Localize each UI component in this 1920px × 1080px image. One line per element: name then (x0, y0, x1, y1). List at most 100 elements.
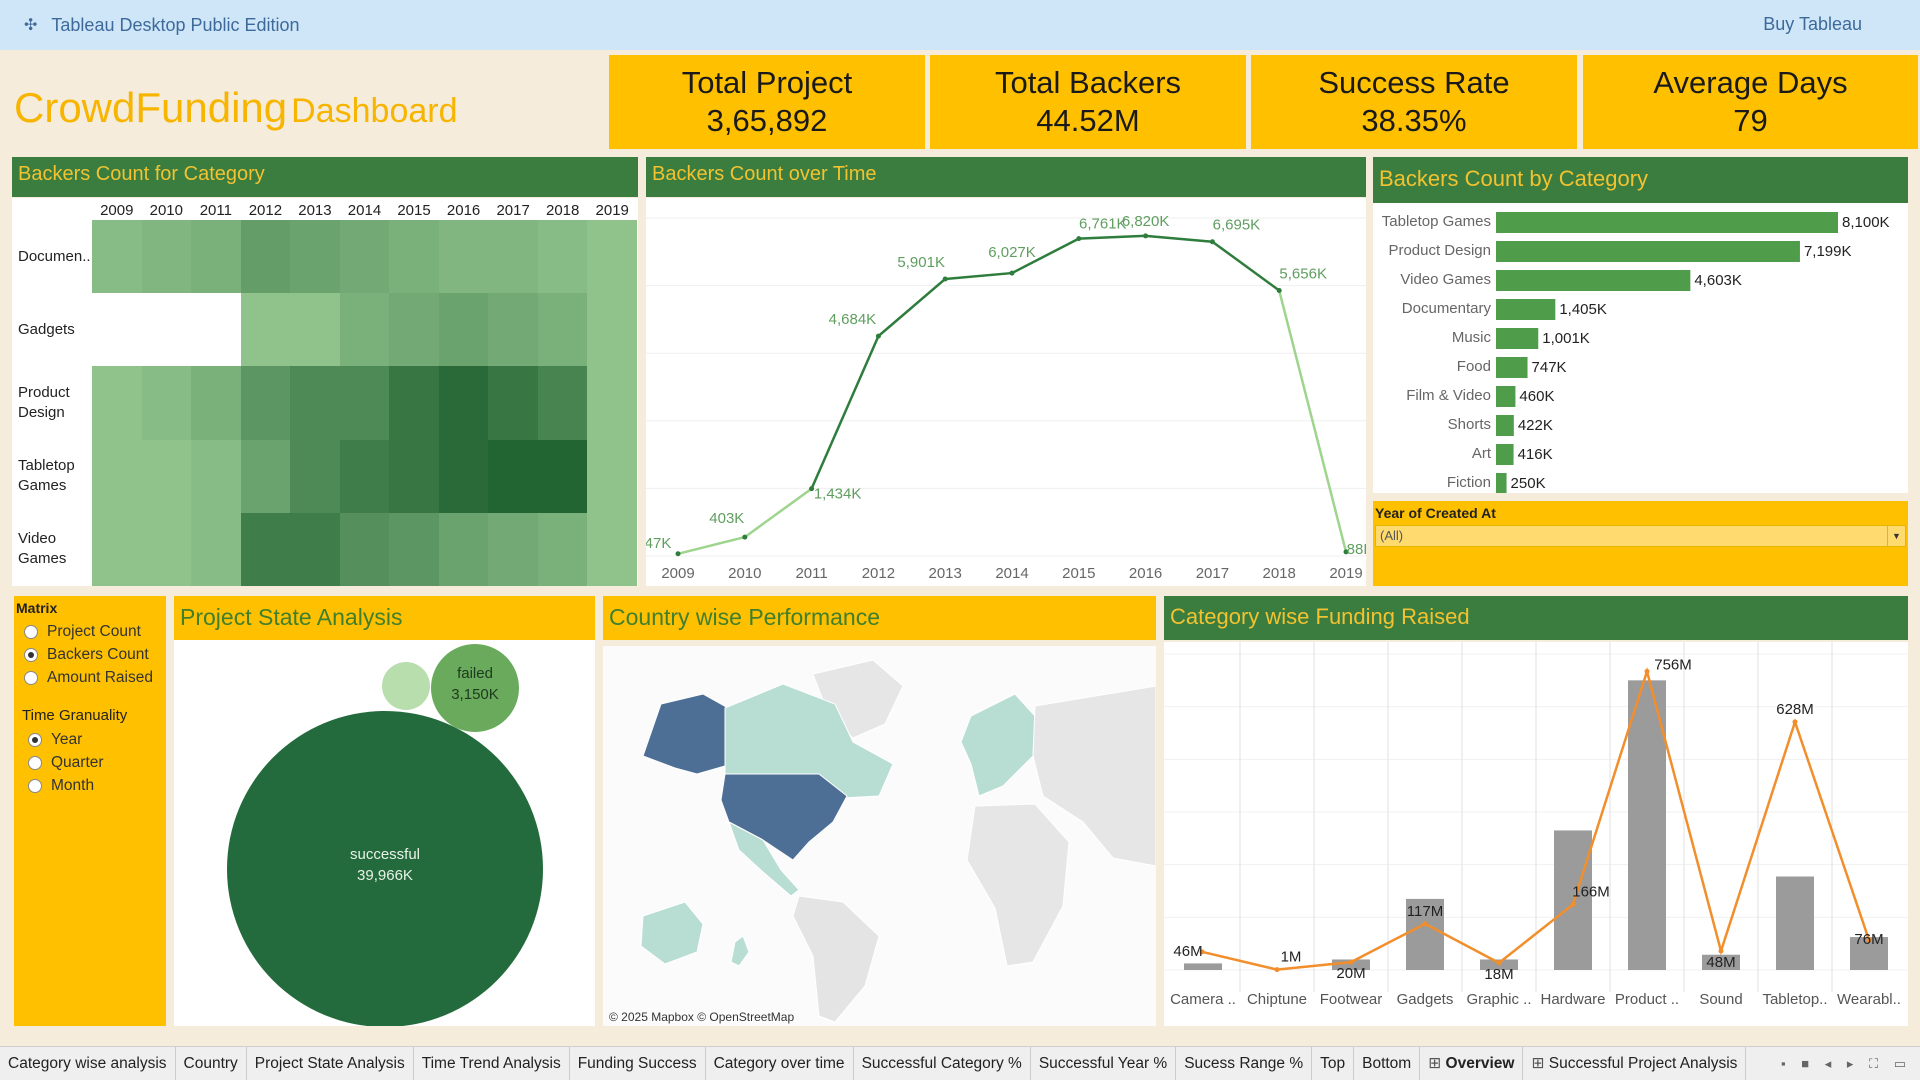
heatmap-cell (438, 293, 489, 367)
heatmap-cell (191, 366, 242, 441)
funding-x-tick: Hardware (1540, 991, 1605, 1008)
map-region-europe (960, 693, 1036, 797)
line-chart-point (742, 534, 748, 540)
sheet-tab-label: Funding Success (577, 1054, 697, 1072)
sheet-tab[interactable]: Bottom (1354, 1046, 1421, 1080)
heatmap-cell (339, 366, 390, 441)
sheet-tab[interactable]: Category over time (706, 1046, 854, 1080)
matrix-panel: Matrix Project Count Backers Count Amount … (14, 596, 166, 1026)
matrix-option[interactable]: Project Count (24, 620, 164, 643)
line-chart-point (675, 551, 681, 557)
heatmap-cell (438, 439, 489, 514)
line-chart-x-tick: 2011 (795, 565, 827, 582)
funding-x-tick: Graphic .. (1466, 991, 1531, 1008)
project-state-panel[interactable]: successful 39,966K failed 3,150K (174, 640, 595, 1027)
sheet-tab[interactable]: Top (1312, 1046, 1355, 1080)
sheet-tab[interactable]: Successful Year % (1031, 1046, 1177, 1080)
bar-chart-value-label: 1,001K (1542, 330, 1590, 347)
map-region-mexico (728, 820, 800, 897)
kpi-label: Total Project (681, 65, 853, 100)
year-filter-label: Year of Created At (1375, 505, 1496, 521)
sheet-tab[interactable]: Successful Category % (854, 1046, 1031, 1080)
granularity-option[interactable]: Year (28, 728, 164, 751)
bar-chart-value-label: 1,405K (1559, 301, 1607, 318)
heatmap-row-label: Documen.. (18, 247, 91, 265)
heatmap-cell (488, 293, 539, 367)
line-chart-point (1009, 270, 1015, 276)
heatmap-cell (240, 293, 291, 367)
sheet-tab[interactable]: Project State Analysis (247, 1046, 414, 1080)
sheet-tab[interactable]: Category wise analysis (0, 1046, 176, 1080)
granularity-option[interactable]: Month (28, 774, 164, 797)
matrix-option[interactable]: Amount Raised (24, 666, 164, 689)
funding-x-tick: Wearabl.. (1837, 991, 1901, 1008)
heatmap-year-axis: 2009 2010 2011 2012 2013 2014 2015 2016 2017 2018… (92, 202, 637, 222)
funding-x-tick: Tabletop.. (1762, 991, 1827, 1008)
buy-tableau-link[interactable]: Buy Tableau (1763, 14, 1862, 34)
funding-bar (1554, 830, 1592, 970)
sheet-tab-label: Sucess Range % (1184, 1054, 1304, 1072)
line-chart-point (942, 276, 948, 282)
heatmap-cell (339, 220, 390, 294)
sheet-tab[interactable]: Time Trend Analysis (414, 1046, 570, 1080)
matrix-option[interactable]: Backers Count (24, 643, 164, 666)
dashboard-title-sub: Dashboard (291, 92, 458, 130)
radio-button-icon[interactable] (24, 647, 38, 662)
dashboard-title: CrowdFunding Dashboard (14, 84, 458, 132)
funding-line-point (1644, 668, 1650, 674)
heatmap-cell (191, 512, 242, 587)
bar-chart-category-label: Art (1472, 445, 1492, 462)
heatmap-cell (488, 439, 539, 514)
radio-button-icon[interactable] (24, 624, 38, 639)
bar-chart-category-label: Food (1457, 358, 1491, 375)
radio-button-icon[interactable] (28, 732, 42, 747)
sheet-tab[interactable]: Funding Success (570, 1046, 706, 1080)
radio-button-icon[interactable] (28, 778, 42, 793)
matrix-options: Project Count Backers Count Amount Raised (16, 620, 164, 689)
kpi-value: 3,65,892 (706, 103, 828, 138)
line-chart-segment (810, 335, 880, 490)
bar-chart-value-label: 422K (1518, 417, 1553, 434)
line-chart-point (1343, 549, 1349, 555)
funding-x-tick: Gadgets (1397, 991, 1454, 1008)
heatmap-chart[interactable]: 2009 2010 2011 2012 2013 2014 2015 2016 2017 2018… (12, 198, 638, 587)
country-map-panel[interactable]: © 2025 Mapbox © OpenStreetMap (603, 646, 1157, 1026)
bar-chart-category-label: Film & Video (1406, 387, 1491, 404)
funding-panel[interactable]: 46M 1M 20M 117M 18M 166M 756M 48M 628M 76M Camera … (1164, 642, 1908, 1026)
year-filter-dropdown[interactable]: (All) ▼ (1375, 525, 1906, 547)
sheet-tab-label: Overview (1445, 1054, 1515, 1072)
sheet-tab[interactable]: ⊞ Successful Project Analysis (1523, 1046, 1747, 1080)
bar-chart-panel[interactable]: Tabletop Games 8,100K Product Design 7,199K… (1373, 203, 1908, 494)
line-chart-point (1143, 233, 1149, 239)
line-chart-x-tick: 2017 (1196, 565, 1229, 582)
granularity-option[interactable]: Quarter (28, 751, 164, 774)
funding-line-point (1496, 960, 1502, 966)
bar-chart-bar (1496, 386, 1516, 407)
heatmap-cell (339, 512, 390, 587)
heatmap-cell (240, 512, 291, 587)
sheet-tab[interactable]: Sucess Range % (1176, 1046, 1313, 1080)
sheet-navigation-controls[interactable]: ▪ ■ ◂ ▸ ⛶ ▭ (1781, 1056, 1912, 1071)
bar-chart-value-label: 747K (1532, 359, 1567, 376)
chevron-down-icon[interactable]: ▼ (1887, 526, 1905, 546)
heatmap-cell (389, 293, 440, 367)
heatmap-cell (339, 439, 390, 514)
heatmap-cell (389, 366, 440, 441)
heatmap-cell (587, 366, 638, 441)
matrix-option-label: Project Count (47, 622, 141, 640)
heatmap-cell (290, 512, 341, 587)
line-chart-panel[interactable]: 2009 2010 2011 2012 2013 2014 2015 2016 2017 2018… (645, 198, 1373, 586)
line-chart-x-tick: 2010 (728, 565, 761, 582)
line-chart-data-label: 88K (1347, 541, 1366, 558)
sheet-tab[interactable]: ⊞ Overview (1420, 1046, 1524, 1080)
radio-button-icon[interactable] (24, 670, 38, 685)
sheet-tab-label: Project State Analysis (254, 1054, 405, 1072)
line-chart-segment (945, 271, 1013, 281)
heatmap-row-label: Tabletop Games (18, 457, 75, 495)
line-chart-x-tick: 2018 (1263, 565, 1296, 582)
funding-bar (1850, 937, 1888, 970)
sheet-tab[interactable]: Country (176, 1046, 247, 1080)
radio-button-icon[interactable] (28, 755, 42, 770)
dashboard-grid-icon: ⊞ (1428, 1054, 1446, 1072)
line-chart-x-tick: 2015 (1062, 565, 1095, 582)
